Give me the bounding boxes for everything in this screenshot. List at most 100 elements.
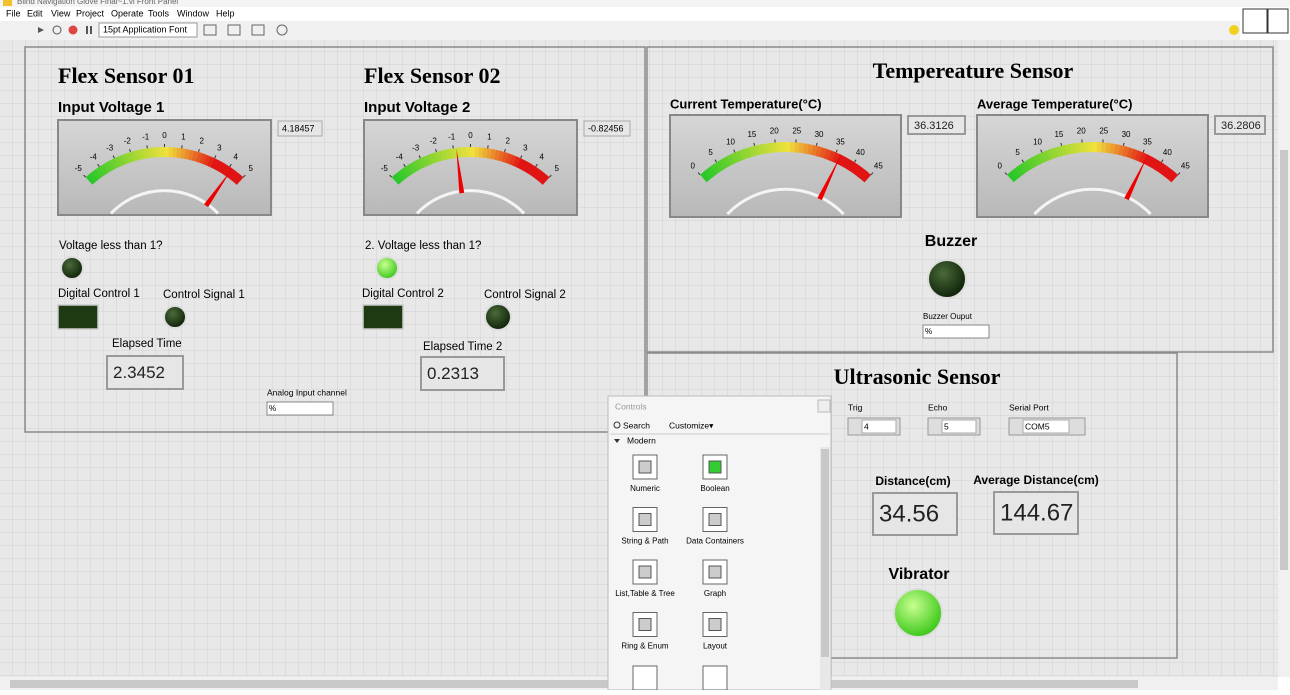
palette-icon-glyph [639, 619, 651, 631]
palette-item-label: Numeric [630, 484, 660, 493]
menu-item: Operate [111, 8, 144, 18]
gauge-band [1157, 165, 1161, 168]
palette-item-label: Boolean [700, 484, 729, 493]
buzzer-output-label: Buzzer Ouput [923, 312, 973, 321]
gauge-tick-label: 2 [505, 137, 510, 146]
palette-scroll-thumb[interactable] [821, 449, 829, 657]
palette-icon-glyph [709, 619, 721, 631]
gauge-band [144, 153, 148, 154]
gauge-band [853, 168, 857, 171]
gauge-band [511, 159, 515, 161]
gauge-band [1128, 152, 1132, 153]
gauge-band [1132, 154, 1136, 156]
led-label: Voltage less than 1? [59, 240, 163, 252]
gauge-tick-label: 45 [1181, 162, 1190, 171]
palette-icon-glyph [709, 514, 721, 526]
help-icon[interactable] [1229, 25, 1239, 35]
gauge-band [533, 171, 537, 173]
gauge-tick-label: -5 [75, 164, 83, 173]
elapsed-label: Elapsed Time 2 [423, 341, 502, 353]
echo-label: Echo [928, 402, 948, 412]
gauge-band [857, 170, 861, 173]
buzzer-led[interactable] [928, 260, 966, 298]
gauge-band [861, 173, 865, 176]
gauge-band [1124, 151, 1129, 152]
gauge-band [220, 167, 224, 169]
gauge-band [1160, 168, 1164, 171]
analog-input: % [269, 404, 276, 413]
gauge-band [842, 161, 846, 163]
gauge-tick-label: 2 [199, 137, 204, 146]
led-indicator[interactable] [376, 257, 398, 279]
gauge-label: Average Temperature(°C) [977, 96, 1132, 111]
gauge-band [213, 163, 217, 165]
gauge-band [491, 154, 495, 155]
distance-display: 34.56 [879, 500, 939, 527]
digital-control[interactable] [363, 305, 403, 329]
gauge-band [398, 176, 401, 179]
connector-pane [1243, 9, 1267, 33]
palette-icon-glyph [639, 566, 651, 578]
window-title: Blind Navigation Glove Final~1.vi Front … [17, 0, 178, 6]
vibrator-label: Vibrator [888, 566, 949, 583]
panel-title: Flex Sensor 02 [364, 63, 500, 88]
palette-icon-glyph [709, 461, 721, 473]
gauge-band [405, 171, 409, 173]
gauge-band [415, 164, 419, 166]
analog-label: Analog Input channel [267, 387, 347, 397]
gauge-tick-label: 15 [1054, 130, 1063, 139]
led-indicator[interactable] [61, 257, 83, 279]
palette-item-label: Ring & Enum [621, 642, 668, 651]
gauge-band [725, 161, 729, 163]
vibrator-led[interactable] [894, 589, 942, 637]
gauge-band [821, 152, 825, 153]
gauge-band [718, 165, 722, 168]
buzzer-output-box[interactable] [923, 325, 989, 338]
gauge-band [507, 158, 511, 159]
gauge-band [1057, 151, 1062, 152]
h-scroll-thumb[interactable] [10, 680, 1138, 688]
signal-led [164, 306, 186, 328]
gauge-band [1017, 170, 1021, 173]
gauge-band [522, 165, 526, 167]
gauge-band [201, 158, 205, 159]
gauge-band [1110, 148, 1115, 149]
gauge-band [1036, 159, 1040, 161]
gauge-band [487, 153, 491, 154]
gauge-band [850, 165, 854, 168]
gauge-tick-label: -1 [142, 132, 150, 141]
gauge-tick-label: -5 [381, 164, 389, 173]
gauge-band [116, 161, 120, 163]
gauge-band [177, 153, 181, 154]
gauge-tick-label: 1 [181, 132, 186, 141]
gauge-face [977, 115, 1208, 217]
gauge-band [1106, 148, 1111, 149]
gauge-tick-label: 4 [540, 153, 545, 162]
gauge-band [714, 167, 718, 170]
digital-control[interactable] [58, 305, 98, 329]
gauge-tick-label: 40 [1163, 148, 1172, 157]
palette-close[interactable] [818, 400, 830, 412]
gauge-tick-label: 25 [1099, 127, 1108, 136]
gauge-band [799, 148, 804, 149]
elapsed-display: 0.2313 [427, 364, 479, 383]
gauge-band [419, 163, 423, 165]
gauge-tick-label: 20 [1077, 127, 1086, 136]
gauge-band [825, 154, 829, 156]
gauge-band [733, 157, 737, 159]
gauge-band [503, 157, 507, 158]
palette-icon [703, 666, 727, 690]
gauge-band [408, 169, 412, 171]
gauge-band [197, 157, 201, 158]
port-label: Serial Port [1009, 402, 1049, 412]
gauge-band [230, 173, 233, 176]
gauge-tick-label: 1 [487, 132, 492, 141]
gauge-band [446, 154, 450, 155]
v-scroll-thumb[interactable] [1280, 150, 1288, 570]
analog-input-box[interactable] [267, 402, 333, 415]
app-icon [3, 0, 12, 6]
gauge-band [106, 166, 110, 168]
gauge-band [124, 158, 128, 159]
gauge-band [109, 164, 113, 166]
